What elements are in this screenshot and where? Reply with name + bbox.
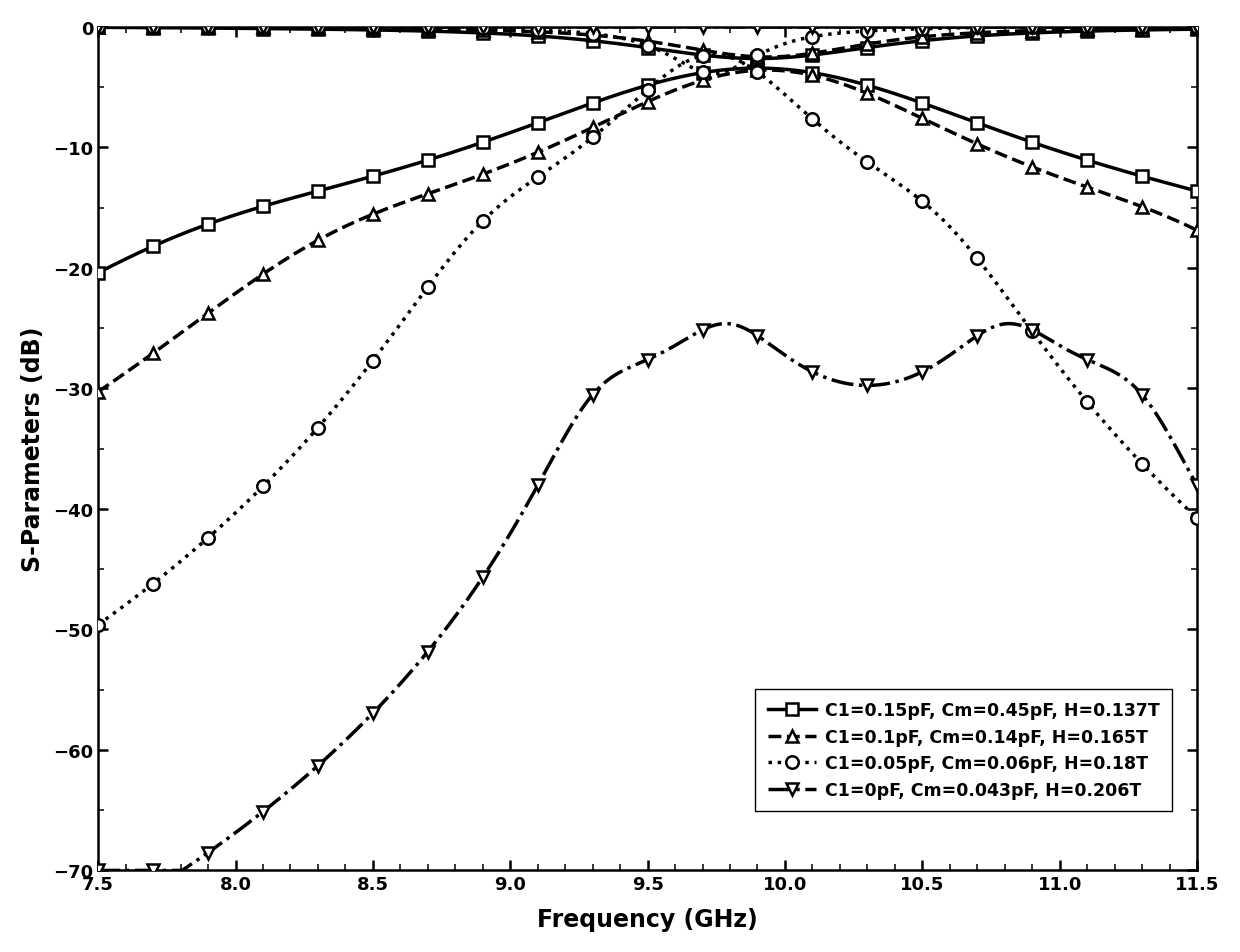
Y-axis label: S-Parameters (dB): S-Parameters (dB) [21,327,45,572]
Legend: C1=0.15pF, Cm=0.45pF, H=0.137T, C1=0.1pF, Cm=0.14pF, H=0.165T, C1=0.05pF, Cm=0.0: C1=0.15pF, Cm=0.45pF, H=0.137T, C1=0.1pF… [755,689,1172,811]
X-axis label: Frequency (GHz): Frequency (GHz) [537,907,758,931]
